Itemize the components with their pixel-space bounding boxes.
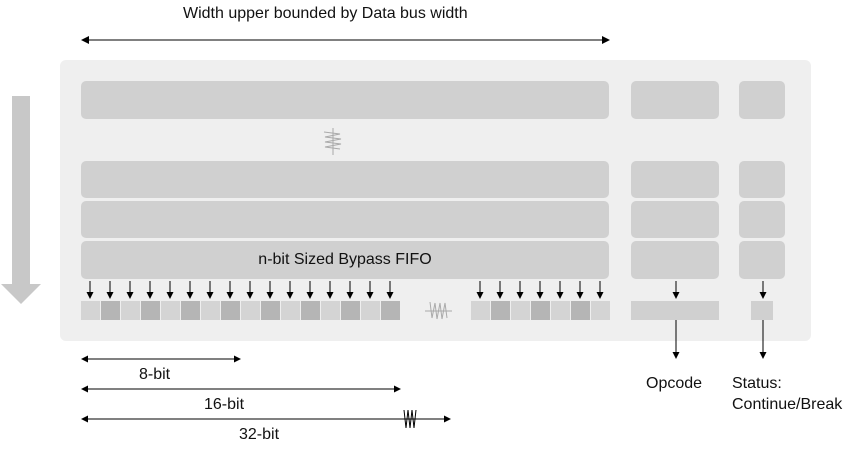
horizontal-ellipsis-squiggle bbox=[425, 301, 452, 320]
width-break-squiggle bbox=[403, 409, 417, 429]
status-label-line2: Continue/Break bbox=[732, 396, 843, 413]
bit-cell bbox=[141, 301, 160, 320]
bit-cell bbox=[221, 301, 240, 320]
status-row-top bbox=[739, 81, 785, 119]
fifo-row-top bbox=[81, 81, 609, 119]
fifo-label: n-bit Sized Bypass FIFO bbox=[258, 251, 432, 268]
bit-cell bbox=[471, 301, 490, 320]
bit-cell bbox=[81, 301, 100, 320]
bit-cell bbox=[301, 301, 320, 320]
bit-cell bbox=[101, 301, 120, 320]
status-row-2 bbox=[739, 201, 785, 238]
bit-cell bbox=[531, 301, 550, 320]
status-label-line1: Status: bbox=[732, 375, 782, 392]
fifo-row-2 bbox=[81, 201, 609, 238]
bit-cell bbox=[361, 301, 380, 320]
bit-cell bbox=[321, 301, 340, 320]
width-label-32bit: 32-bit bbox=[239, 426, 280, 443]
bit-cell bbox=[511, 301, 530, 320]
width-label-16bit: 16-bit bbox=[204, 396, 245, 413]
flow-down-arrow bbox=[1, 96, 41, 304]
status-row-3 bbox=[739, 241, 785, 279]
bit-cell bbox=[281, 301, 300, 320]
fifo-row-3: n-bit Sized Bypass FIFO bbox=[81, 241, 609, 279]
vertical-ellipsis-squiggle bbox=[323, 128, 342, 155]
bit-cell bbox=[241, 301, 260, 320]
bit-cell bbox=[121, 301, 140, 320]
status-output-cell bbox=[751, 301, 773, 320]
status-row-1 bbox=[739, 161, 785, 198]
bit-cell bbox=[201, 301, 220, 320]
opcode-row-top bbox=[631, 81, 719, 119]
bit-input-arrows bbox=[86, 281, 767, 299]
opcode-row-3 bbox=[631, 241, 719, 279]
bit-cell bbox=[181, 301, 200, 320]
bit-cell bbox=[491, 301, 510, 320]
width-bound-label: Width upper bounded by Data bus width bbox=[183, 5, 468, 22]
bit-cell bbox=[381, 301, 400, 320]
bit-cell bbox=[551, 301, 570, 320]
bit-cell bbox=[261, 301, 280, 320]
width-label-8bit: 8-bit bbox=[139, 366, 171, 383]
opcode-row-1 bbox=[631, 161, 719, 198]
bit-cell bbox=[161, 301, 180, 320]
opcode-output-cell bbox=[631, 301, 719, 320]
bit-cell bbox=[571, 301, 590, 320]
opcode-label: Opcode bbox=[646, 375, 703, 392]
opcode-row-2 bbox=[631, 201, 719, 238]
bit-cell bbox=[341, 301, 360, 320]
fifo-row-1 bbox=[81, 161, 609, 198]
bit-cell bbox=[591, 301, 610, 320]
